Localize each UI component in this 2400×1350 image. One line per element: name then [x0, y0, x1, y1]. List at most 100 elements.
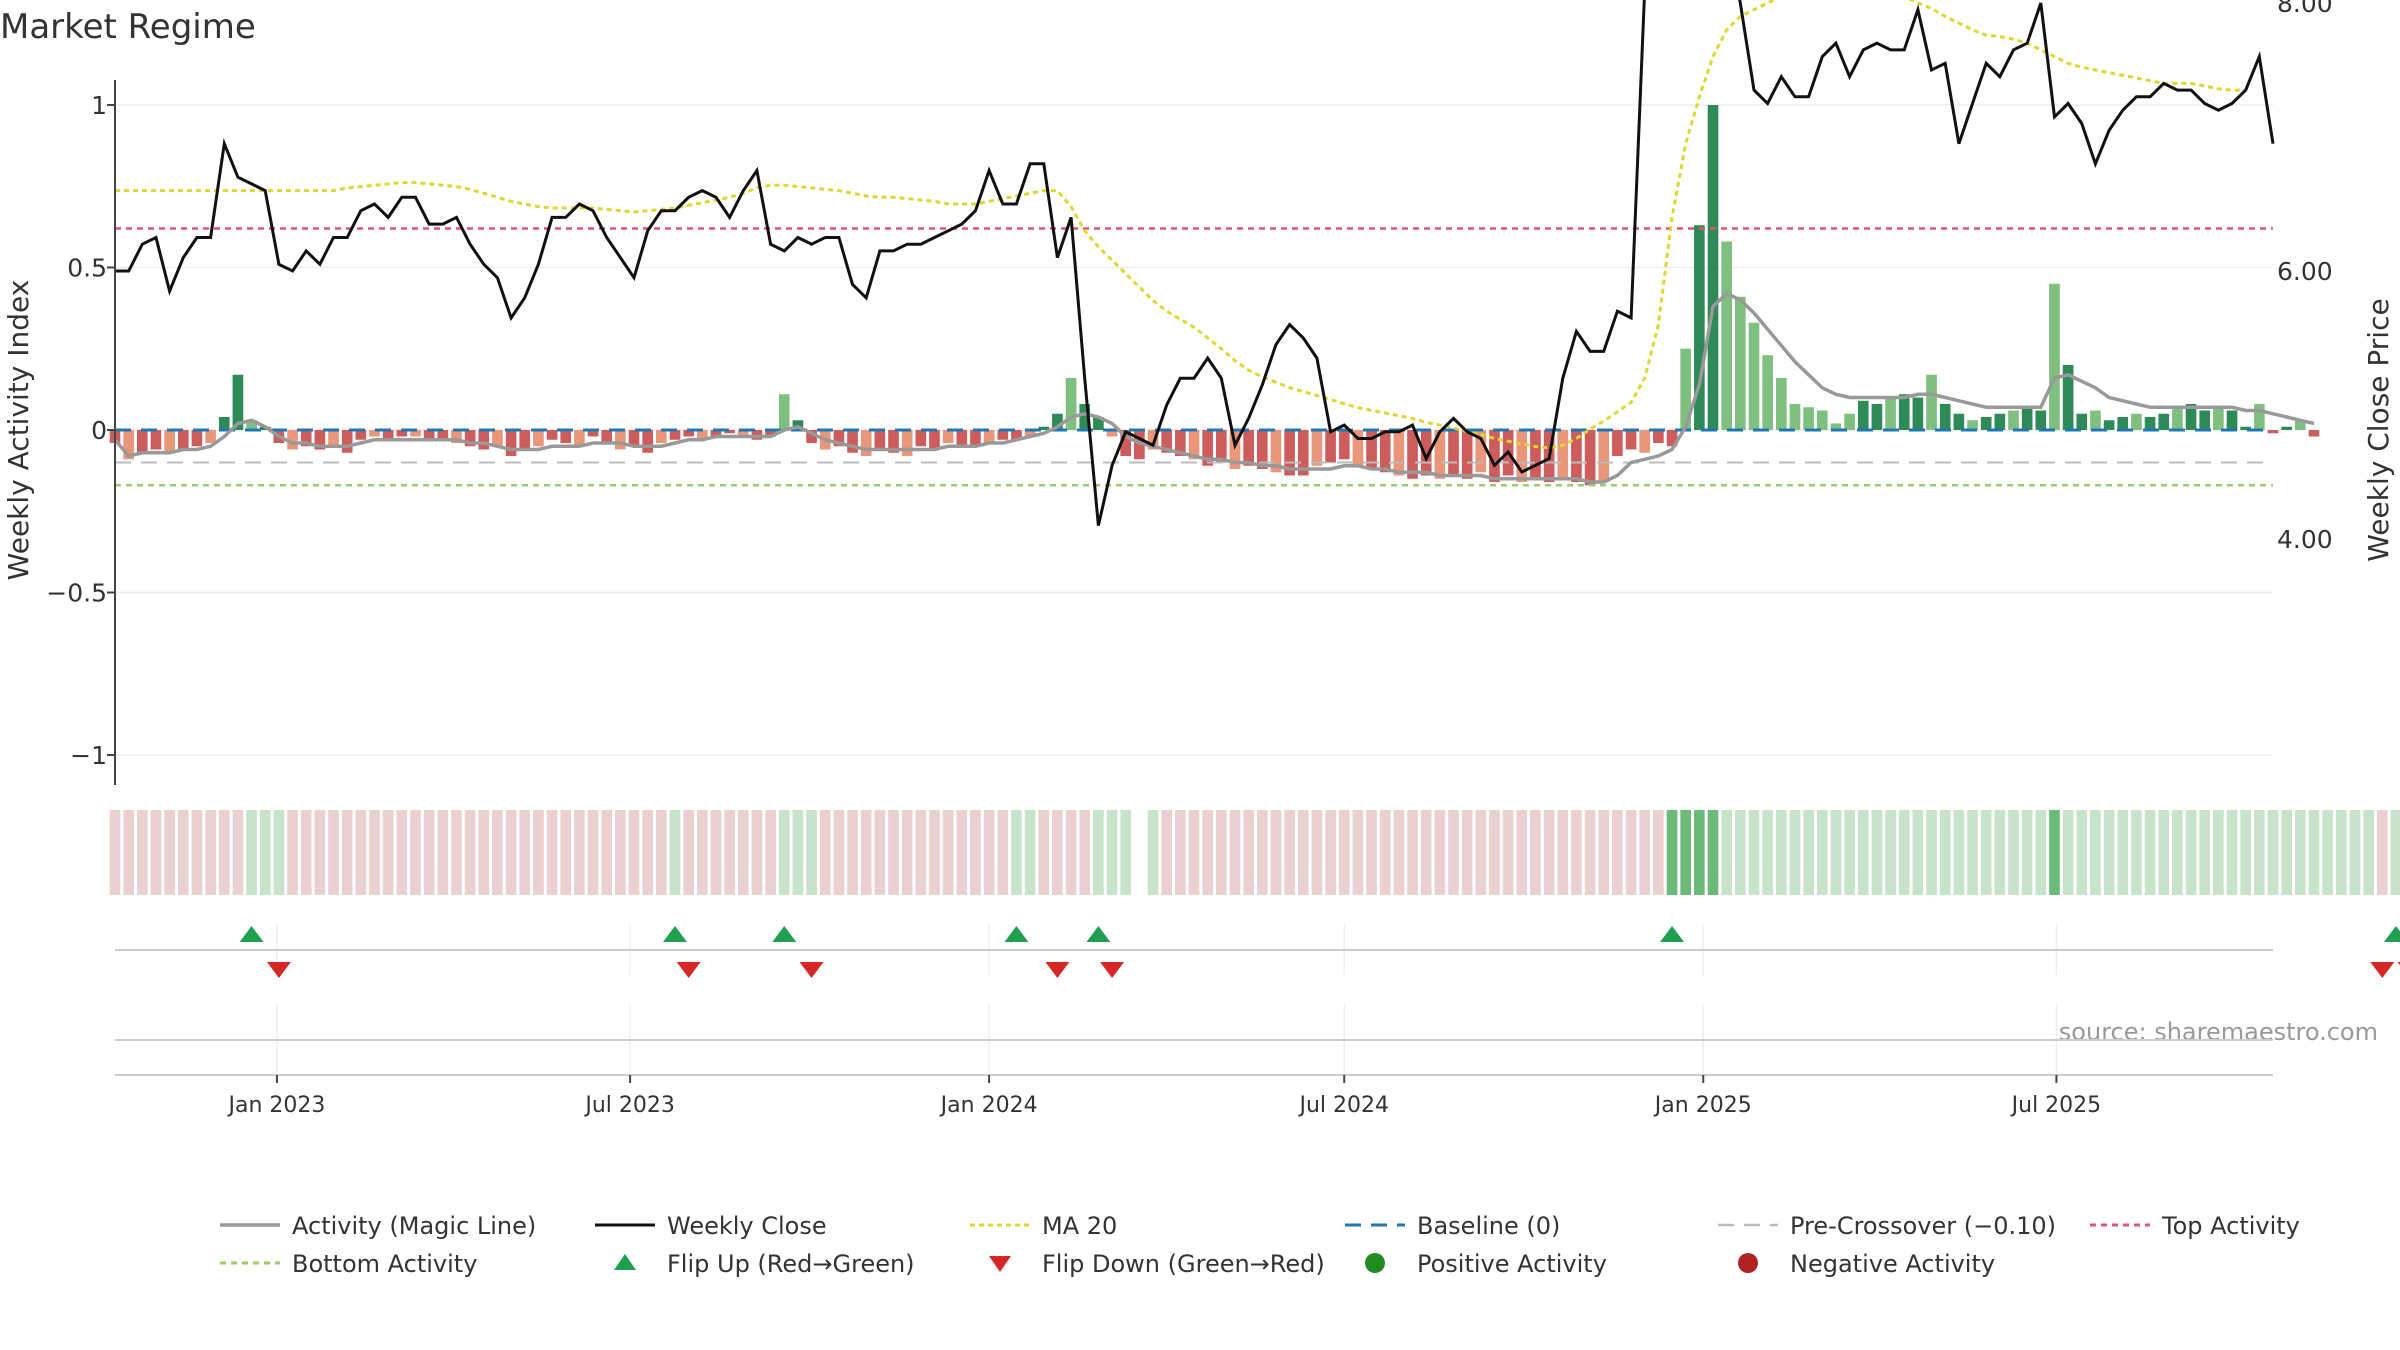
activity-bar: [1352, 430, 1364, 466]
regime-strip: [109, 810, 2400, 895]
activity-bar: [1215, 430, 1227, 463]
regime-cell: [1830, 810, 1842, 895]
legend-label: Top Activity: [2161, 1212, 2300, 1240]
regime-cell: [1735, 810, 1746, 895]
activity-bar: [382, 430, 394, 440]
activity-bar: [1735, 296, 1746, 430]
regime-cell: [492, 810, 503, 895]
legend-label: Negative Activity: [1790, 1250, 1995, 1278]
regime-cell: [1857, 810, 1869, 895]
activity-bar: [888, 430, 899, 453]
regime-cell: [1939, 810, 1951, 895]
regime-cell: [970, 810, 981, 895]
regime-cell: [1530, 810, 1541, 895]
activity-bar: [833, 430, 845, 447]
weekly-close-line: [115, 0, 2275, 526]
regime-cell: [519, 810, 531, 895]
regime-cell: [1666, 810, 1678, 895]
legend-label: Bottom Activity: [292, 1250, 477, 1278]
activity-bar: [983, 430, 995, 443]
magic-line: [113, 291, 2315, 484]
regime-cell: [1079, 810, 1091, 895]
activity-bar: [1748, 322, 1760, 430]
legend-item-magic: Activity (Magic Line): [220, 1212, 536, 1240]
activity-bar: [1612, 430, 1623, 456]
regime-cell: [2062, 810, 2074, 895]
activity-bar: [724, 430, 735, 434]
regime-cell: [2294, 810, 2306, 895]
regime-cell: [1557, 810, 1569, 895]
regime-cell: [901, 810, 913, 895]
regime-cell: [2254, 810, 2265, 895]
activity-bar: [642, 430, 653, 453]
regime-cell: [2158, 810, 2170, 895]
activity-bar: [683, 430, 694, 437]
activity-bar: [2090, 410, 2101, 430]
regime-cell: [1885, 810, 1896, 895]
flip-up-marker: [239, 926, 264, 942]
activity-bar: [1625, 430, 1637, 450]
regime-cell: [792, 810, 804, 895]
regime-cell: [915, 810, 927, 895]
activity-bar: [1721, 241, 1732, 430]
activity-bar: [1270, 430, 1282, 473]
activity-bar: [560, 430, 572, 443]
regime-cell: [1898, 810, 1910, 895]
flip-down-marker: [799, 962, 824, 978]
activity-bar: [2049, 283, 2060, 430]
activity-bar: [1420, 430, 1432, 476]
flip-up-marker: [1086, 926, 1111, 942]
regime-cell: [1543, 810, 1555, 895]
legend-label: Positive Activity: [1417, 1250, 1607, 1278]
regime-cell: [232, 810, 244, 895]
activity-bar: [1598, 430, 1610, 482]
activity-bar: [1789, 404, 1801, 430]
regime-cell: [1967, 810, 1978, 895]
activity-bar: [1571, 430, 1582, 482]
regime-cell: [1653, 810, 1664, 895]
activity-bar: [1953, 413, 1965, 430]
activity-bar: [2308, 430, 2320, 437]
regime-cell: [1475, 810, 1487, 895]
regime-cell: [2172, 810, 2183, 895]
activity-bar: [341, 430, 353, 453]
activity-bar: [1557, 430, 1569, 479]
regime-cell: [1912, 810, 1924, 895]
regime-cell: [218, 810, 230, 895]
activity-bar: [246, 420, 257, 430]
legend-item-precross: Pre-Crossover (−0.10): [1718, 1212, 2056, 1240]
regime-cell: [1980, 810, 1992, 895]
activity-bar: [1666, 430, 1678, 447]
activity-bar: [1871, 404, 1883, 430]
regime-cell: [2144, 810, 2156, 895]
x-tick-label: Jul 2024: [1297, 1093, 1389, 1118]
legend-label: MA 20: [1042, 1212, 1117, 1240]
regime-cell: [2185, 810, 2197, 895]
regime-cell: [2049, 810, 2060, 895]
x-tick-label: Jul 2025: [2010, 1093, 2102, 1118]
legend-swatch: [1365, 1253, 1385, 1273]
gridlines: [115, 104, 2273, 1075]
activity-bar: [874, 430, 886, 450]
regime-cell: [109, 810, 121, 895]
activity-bar: [2172, 407, 2183, 430]
regime-cell: [683, 810, 694, 895]
regime-cell: [287, 810, 298, 895]
regime-cell: [150, 810, 162, 895]
activity-bar: [519, 430, 531, 450]
regime-cell: [1612, 810, 1623, 895]
x-tick-label: Jan 2023: [226, 1093, 325, 1118]
regime-cell: [410, 810, 421, 895]
regime-cell: [1461, 810, 1473, 895]
legend-item-baseline: Baseline (0): [1345, 1212, 1560, 1240]
activity-bar: [205, 430, 216, 443]
regime-cell: [546, 810, 558, 895]
regime-cell: [1502, 810, 1514, 895]
source-note: source: sharemaestro.com: [2059, 1018, 2378, 1046]
activity-bar: [1379, 430, 1391, 473]
activity-bar: [601, 430, 613, 443]
legend-label: Weekly Close: [667, 1212, 827, 1240]
regime-cell: [341, 810, 353, 895]
activity-bar: [942, 430, 954, 443]
